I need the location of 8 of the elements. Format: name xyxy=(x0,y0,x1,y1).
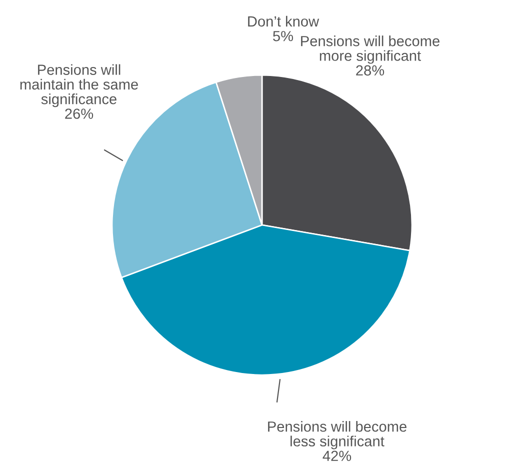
slice-label: Don’t know xyxy=(248,16,320,27)
slice-label: Pensions will become more significant xyxy=(301,36,440,64)
slice-label: Pensions will maintain the same significance xyxy=(20,64,138,108)
data-label: 26% xyxy=(65,108,94,119)
data-label: 5% xyxy=(273,30,294,42)
data-label: 28% xyxy=(356,65,384,76)
data-label: 42% xyxy=(322,450,352,462)
slice-label: Pensions will become less significant xyxy=(268,421,406,450)
